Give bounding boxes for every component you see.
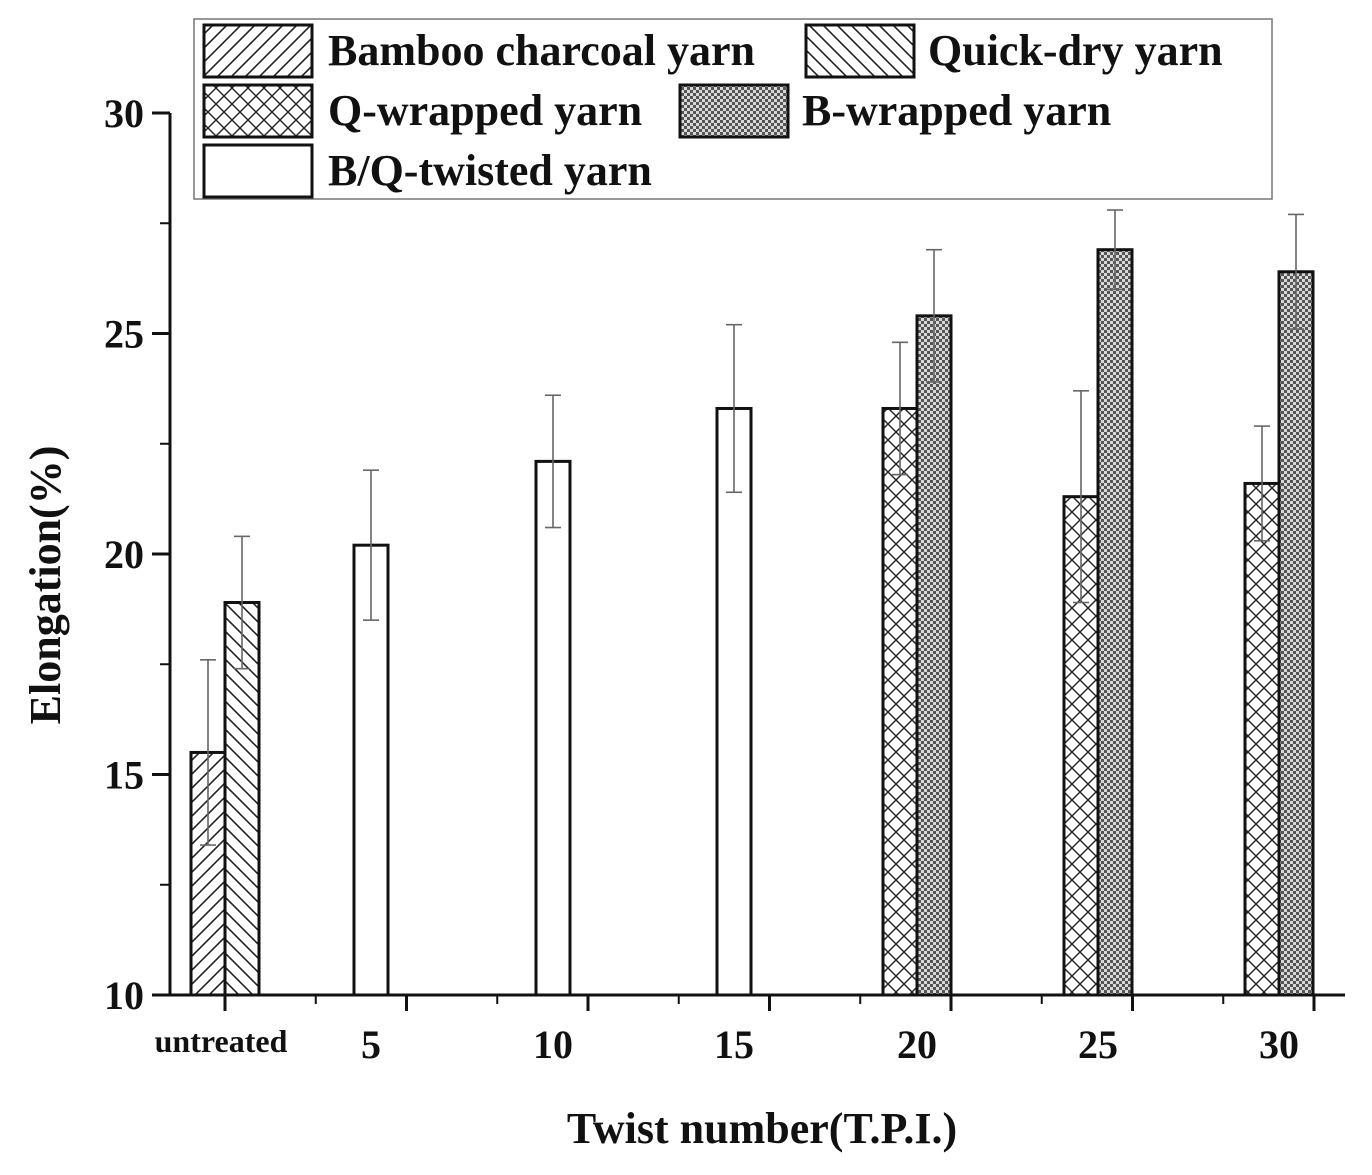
legend-label: B-wrapped yarn: [802, 86, 1111, 135]
x-axis-title: Twist number(T.P.I.): [567, 1104, 957, 1153]
x-tick-label: untreated: [155, 1023, 288, 1059]
legend-swatch: [678, 83, 790, 139]
legend-swatch: [804, 23, 916, 79]
x-tick-label: 25: [1078, 1022, 1118, 1067]
x-tick-label: 15: [714, 1022, 754, 1067]
bar: [1243, 481, 1281, 997]
legend-label: Quick-dry yarn: [928, 26, 1223, 75]
y-axis-ticks: 10 15 20 25 30: [104, 91, 170, 1018]
bar: [715, 406, 753, 997]
y-tick-label: 30: [104, 91, 144, 136]
legend-label: B/Q-twisted yarn: [328, 146, 652, 195]
legend-swatch: [202, 23, 314, 79]
legend-label: Bamboo charcoal yarn: [328, 26, 755, 75]
x-axis-ticks: untreated 5 10 15 20 25 30: [155, 995, 1316, 1067]
bar: [1096, 248, 1134, 997]
error-bars-group: [200, 209, 1304, 846]
x-tick-label: 20: [897, 1022, 937, 1067]
x-tick-label: 30: [1259, 1022, 1299, 1067]
legend-swatch: [202, 83, 314, 139]
legend: Bamboo charcoal yarn Quick-dry yarn Q-wrap…: [193, 18, 1273, 200]
legend-swatch: [202, 143, 314, 199]
y-tick-label: 20: [104, 532, 144, 577]
bar: [534, 459, 572, 997]
y-tick-label: 15: [104, 753, 144, 798]
bars-group: [189, 248, 1315, 997]
bar: [881, 406, 919, 997]
y-tick-label: 10: [104, 973, 144, 1018]
y-axis-title: Elongation(%): [21, 446, 70, 725]
bar: [1277, 270, 1315, 997]
bar: [915, 314, 953, 997]
legend-label: Q-wrapped yarn: [328, 86, 642, 135]
x-tick-label: 10: [533, 1022, 573, 1067]
y-tick-label: 25: [104, 312, 144, 357]
x-tick-label: 5: [361, 1022, 381, 1067]
